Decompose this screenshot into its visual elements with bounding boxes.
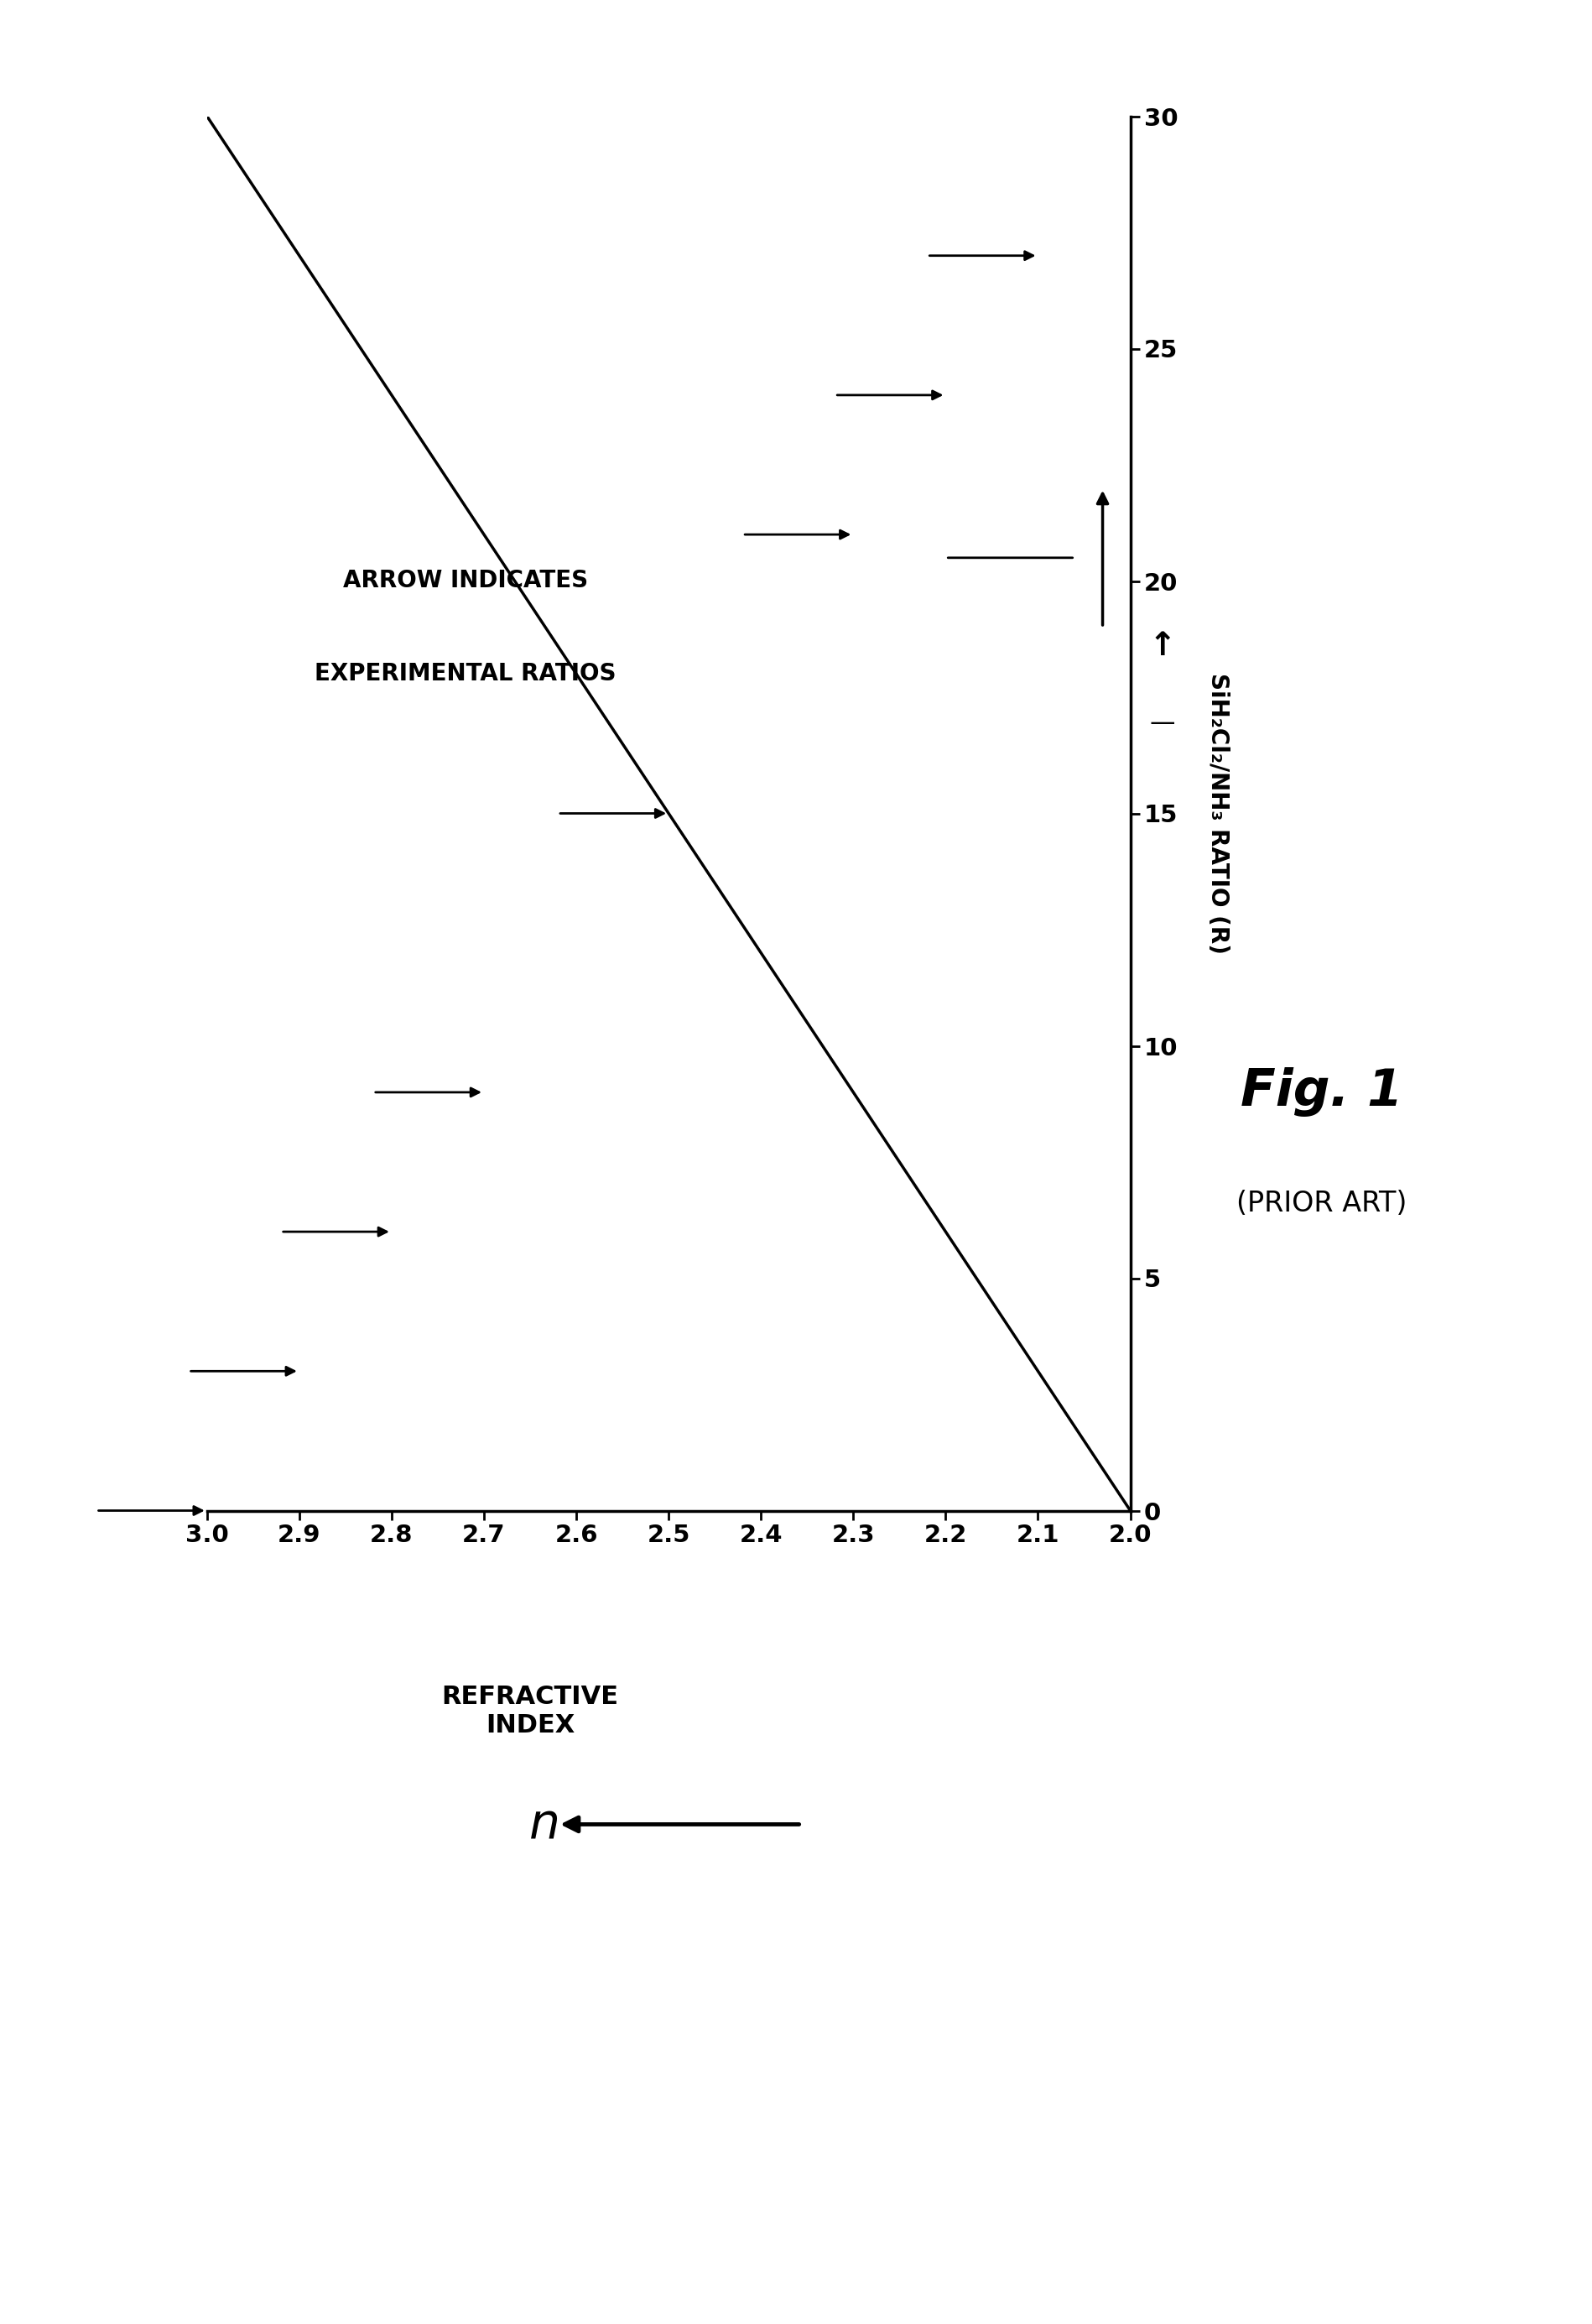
Text: SiH₂Cl₂/NH₃ RATIO (R): SiH₂Cl₂/NH₃ RATIO (R) [1207,674,1229,953]
Text: $\mathit{n}$: $\mathit{n}$ [529,1801,557,1848]
Text: REFRACTIVE
INDEX: REFRACTIVE INDEX [441,1685,619,1738]
Text: ↑: ↑ [1148,630,1176,662]
Text: ARROW INDICATES: ARROW INDICATES [342,569,587,593]
Text: (PRIOR ART): (PRIOR ART) [1235,1190,1407,1218]
Text: Fig. 1: Fig. 1 [1240,1067,1403,1118]
Text: EXPERIMENTAL RATIOS: EXPERIMENTAL RATIOS [315,662,616,686]
Text: —: — [1149,711,1175,734]
